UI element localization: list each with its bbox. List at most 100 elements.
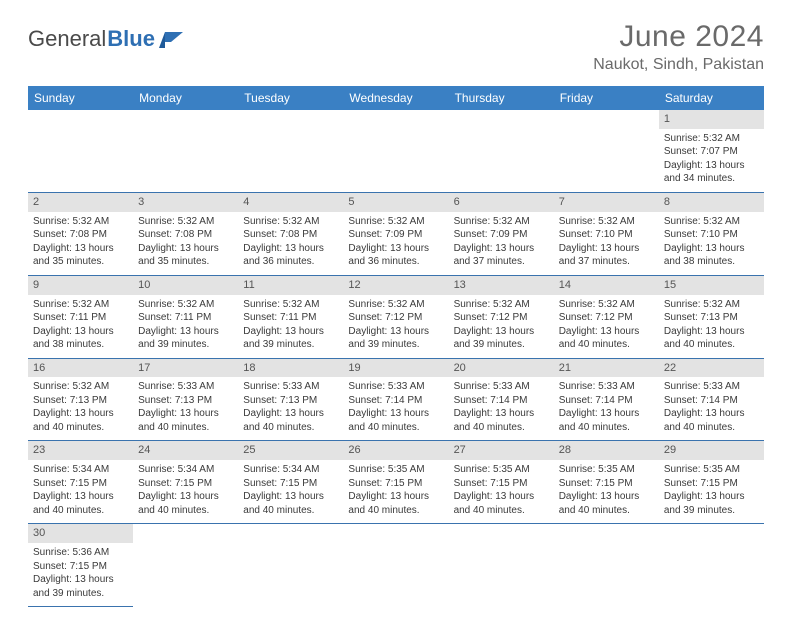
daylight-line: Daylight: 13 hours and 37 minutes.	[559, 242, 654, 269]
logo-text-2: Blue	[107, 26, 155, 52]
weekday-header: Wednesday	[343, 86, 448, 110]
calendar-day-cell: 2Sunrise: 5:32 AMSunset: 7:08 PMDaylight…	[28, 192, 133, 275]
day-content: Sunrise: 5:32 AMSunset: 7:13 PMDaylight:…	[659, 295, 764, 358]
day-content: Sunrise: 5:32 AMSunset: 7:10 PMDaylight:…	[659, 212, 764, 275]
calendar-day-cell: 24Sunrise: 5:34 AMSunset: 7:15 PMDayligh…	[133, 441, 238, 524]
calendar-day-cell: 29Sunrise: 5:35 AMSunset: 7:15 PMDayligh…	[659, 441, 764, 524]
day-content: Sunrise: 5:32 AMSunset: 7:08 PMDaylight:…	[133, 212, 238, 275]
day-content: Sunrise: 5:34 AMSunset: 7:15 PMDaylight:…	[238, 460, 343, 523]
calendar-day-cell: 13Sunrise: 5:32 AMSunset: 7:12 PMDayligh…	[449, 275, 554, 358]
daylight-line: Daylight: 13 hours and 40 minutes.	[454, 407, 549, 434]
day-number: 20	[449, 359, 554, 378]
sunrise-line: Sunrise: 5:35 AM	[454, 463, 549, 477]
daylight-line: Daylight: 13 hours and 37 minutes.	[454, 242, 549, 269]
sunrise-line: Sunrise: 5:32 AM	[243, 298, 338, 312]
day-content: Sunrise: 5:32 AMSunset: 7:09 PMDaylight:…	[449, 212, 554, 275]
daylight-line: Daylight: 13 hours and 39 minutes.	[348, 325, 443, 352]
day-content: Sunrise: 5:32 AMSunset: 7:13 PMDaylight:…	[28, 377, 133, 440]
daylight-line: Daylight: 13 hours and 36 minutes.	[348, 242, 443, 269]
day-content: Sunrise: 5:32 AMSunset: 7:12 PMDaylight:…	[449, 295, 554, 358]
day-number: 12	[343, 276, 448, 295]
calendar-empty-cell	[28, 110, 133, 192]
daylight-line: Daylight: 13 hours and 39 minutes.	[33, 573, 128, 600]
calendar-empty-cell	[554, 524, 659, 607]
sunset-line: Sunset: 7:09 PM	[348, 228, 443, 242]
day-content: Sunrise: 5:34 AMSunset: 7:15 PMDaylight:…	[133, 460, 238, 523]
day-number: 6	[449, 193, 554, 212]
sunset-line: Sunset: 7:15 PM	[138, 477, 233, 491]
calendar-empty-cell	[449, 524, 554, 607]
sunrise-line: Sunrise: 5:33 AM	[559, 380, 654, 394]
calendar-day-cell: 18Sunrise: 5:33 AMSunset: 7:13 PMDayligh…	[238, 358, 343, 441]
sunset-line: Sunset: 7:10 PM	[664, 228, 759, 242]
daylight-line: Daylight: 13 hours and 40 minutes.	[33, 407, 128, 434]
day-content: Sunrise: 5:33 AMSunset: 7:13 PMDaylight:…	[133, 377, 238, 440]
daylight-line: Daylight: 13 hours and 40 minutes.	[559, 490, 654, 517]
daylight-line: Daylight: 13 hours and 40 minutes.	[664, 407, 759, 434]
sunset-line: Sunset: 7:07 PM	[664, 145, 759, 159]
calendar-empty-cell	[133, 110, 238, 192]
title-block: June 2024 Naukot, Sindh, Pakistan	[593, 20, 764, 74]
day-number: 11	[238, 276, 343, 295]
calendar-day-cell: 15Sunrise: 5:32 AMSunset: 7:13 PMDayligh…	[659, 275, 764, 358]
day-number: 9	[28, 276, 133, 295]
day-content: Sunrise: 5:33 AMSunset: 7:14 PMDaylight:…	[554, 377, 659, 440]
day-number: 5	[343, 193, 448, 212]
calendar-body: 1Sunrise: 5:32 AMSunset: 7:07 PMDaylight…	[28, 110, 764, 607]
day-number: 28	[554, 441, 659, 460]
day-content: Sunrise: 5:32 AMSunset: 7:11 PMDaylight:…	[238, 295, 343, 358]
calendar-day-cell: 7Sunrise: 5:32 AMSunset: 7:10 PMDaylight…	[554, 192, 659, 275]
weekday-header: Thursday	[449, 86, 554, 110]
sunrise-line: Sunrise: 5:35 AM	[559, 463, 654, 477]
calendar-day-cell: 5 Sunrise: 5:32 AMSunset: 7:09 PMDaylight…	[343, 192, 448, 275]
sunset-line: Sunset: 7:15 PM	[243, 477, 338, 491]
day-content: Sunrise: 5:32 AMSunset: 7:10 PMDaylight:…	[554, 212, 659, 275]
sunrise-line: Sunrise: 5:35 AM	[664, 463, 759, 477]
sunset-line: Sunset: 7:14 PM	[454, 394, 549, 408]
daylight-line: Daylight: 13 hours and 36 minutes.	[243, 242, 338, 269]
daylight-line: Daylight: 13 hours and 40 minutes.	[454, 490, 549, 517]
day-number: 26	[343, 441, 448, 460]
calendar-empty-cell	[554, 110, 659, 192]
day-number: 15	[659, 276, 764, 295]
sunrise-line: Sunrise: 5:33 AM	[348, 380, 443, 394]
daylight-line: Daylight: 13 hours and 40 minutes.	[664, 325, 759, 352]
calendar-day-cell: 4Sunrise: 5:32 AMSunset: 7:08 PMDaylight…	[238, 192, 343, 275]
weekday-header: Tuesday	[238, 86, 343, 110]
sunrise-line: Sunrise: 5:32 AM	[559, 215, 654, 229]
day-number: 16	[28, 359, 133, 378]
calendar-day-cell: 16Sunrise: 5:32 AMSunset: 7:13 PMDayligh…	[28, 358, 133, 441]
sunrise-line: Sunrise: 5:35 AM	[348, 463, 443, 477]
weekday-header: Sunday	[28, 86, 133, 110]
calendar-empty-cell	[238, 524, 343, 607]
day-number: 4	[238, 193, 343, 212]
calendar-row: 2Sunrise: 5:32 AMSunset: 7:08 PMDaylight…	[28, 192, 764, 275]
flag-icon	[159, 30, 185, 48]
calendar-day-cell: 19Sunrise: 5:33 AMSunset: 7:14 PMDayligh…	[343, 358, 448, 441]
daylight-line: Daylight: 13 hours and 35 minutes.	[138, 242, 233, 269]
sunrise-line: Sunrise: 5:32 AM	[348, 298, 443, 312]
sunrise-line: Sunrise: 5:36 AM	[33, 546, 128, 560]
sunset-line: Sunset: 7:13 PM	[33, 394, 128, 408]
daylight-line: Daylight: 13 hours and 39 minutes.	[454, 325, 549, 352]
sunrise-line: Sunrise: 5:34 AM	[138, 463, 233, 477]
day-content: Sunrise: 5:34 AMSunset: 7:15 PMDaylight:…	[28, 460, 133, 523]
day-content: Sunrise: 5:33 AMSunset: 7:14 PMDaylight:…	[343, 377, 448, 440]
weekday-header-row: SundayMondayTuesdayWednesdayThursdayFrid…	[28, 86, 764, 110]
daylight-line: Daylight: 13 hours and 40 minutes.	[138, 407, 233, 434]
day-content: Sunrise: 5:32 AMSunset: 7:08 PMDaylight:…	[28, 212, 133, 275]
sunset-line: Sunset: 7:15 PM	[664, 477, 759, 491]
calendar-day-cell: 1Sunrise: 5:32 AMSunset: 7:07 PMDaylight…	[659, 110, 764, 192]
sunset-line: Sunset: 7:11 PM	[243, 311, 338, 325]
daylight-line: Daylight: 13 hours and 39 minutes.	[664, 490, 759, 517]
daylight-line: Daylight: 13 hours and 38 minutes.	[664, 242, 759, 269]
sunrise-line: Sunrise: 5:32 AM	[664, 298, 759, 312]
daylight-line: Daylight: 13 hours and 39 minutes.	[138, 325, 233, 352]
sunset-line: Sunset: 7:14 PM	[559, 394, 654, 408]
calendar-day-cell: 25Sunrise: 5:34 AMSunset: 7:15 PMDayligh…	[238, 441, 343, 524]
sunset-line: Sunset: 7:08 PM	[243, 228, 338, 242]
sunrise-line: Sunrise: 5:32 AM	[348, 215, 443, 229]
day-number: 13	[449, 276, 554, 295]
day-content: Sunrise: 5:35 AMSunset: 7:15 PMDaylight:…	[449, 460, 554, 523]
daylight-line: Daylight: 13 hours and 40 minutes.	[243, 407, 338, 434]
